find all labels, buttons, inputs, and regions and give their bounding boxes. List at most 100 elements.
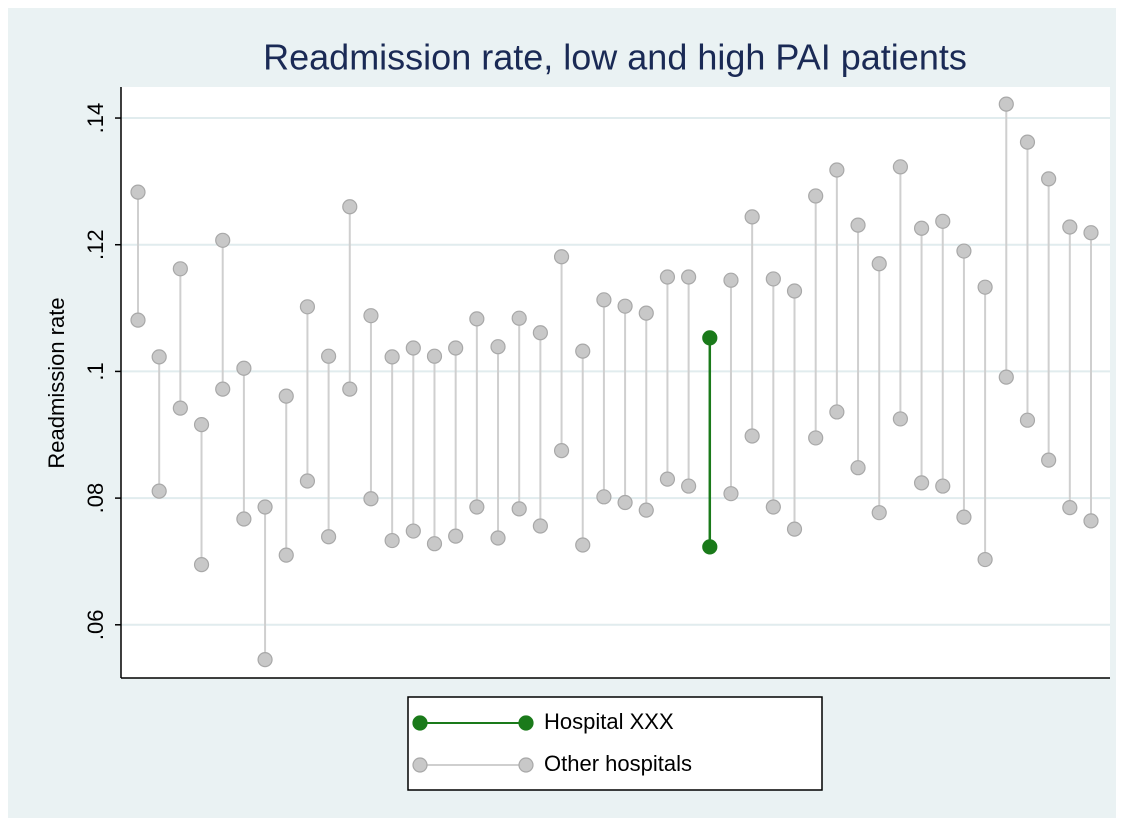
high-point	[278, 388, 294, 404]
chart-title: Readmission rate, low and high PAI patie…	[263, 37, 967, 78]
low-point	[405, 523, 421, 539]
y-axis-label: Readmission rate	[44, 297, 69, 468]
low-point	[469, 499, 485, 515]
low-point	[321, 529, 337, 545]
low-point	[998, 369, 1014, 385]
high-point	[892, 159, 909, 175]
high-point	[871, 256, 887, 272]
low-point	[384, 532, 400, 549]
high-point	[575, 343, 591, 359]
high-point	[363, 308, 379, 324]
high-point	[193, 417, 210, 433]
high-point	[638, 305, 654, 321]
low-point	[299, 473, 316, 489]
low-point	[617, 494, 633, 511]
high-point	[977, 279, 993, 295]
high-point	[1041, 171, 1057, 187]
y-tick-label: .12	[83, 229, 108, 260]
low-point	[553, 442, 570, 459]
high-point	[151, 349, 167, 365]
low-point	[892, 411, 909, 427]
high-point	[532, 325, 548, 341]
low-point	[681, 478, 697, 494]
high-point	[299, 299, 316, 315]
low-point	[172, 400, 188, 416]
low-point	[193, 557, 210, 573]
low-point	[659, 471, 676, 487]
low-point	[935, 478, 951, 494]
low-point	[596, 489, 612, 505]
high-point	[342, 199, 358, 215]
low-point	[257, 652, 273, 668]
high-point	[130, 184, 146, 200]
low-point	[744, 428, 760, 444]
high-point	[384, 349, 400, 365]
high-point	[659, 269, 676, 285]
y-tick-label: .14	[83, 103, 108, 134]
low-point	[723, 486, 739, 502]
high-point	[172, 261, 188, 277]
low-point	[278, 547, 294, 563]
legend-marker	[412, 757, 428, 773]
low-point	[511, 501, 527, 517]
high-point	[469, 311, 485, 327]
low-point	[426, 536, 443, 552]
high-point	[490, 339, 506, 355]
high-point	[596, 292, 612, 308]
low-point	[490, 530, 506, 546]
plot-area	[121, 87, 1110, 678]
high-point	[321, 348, 337, 364]
low-point	[1041, 452, 1057, 468]
low-point	[151, 483, 167, 499]
low-point	[130, 312, 146, 328]
low-point	[913, 475, 930, 491]
low-point	[702, 539, 718, 555]
high-point	[1019, 134, 1036, 150]
low-point	[363, 491, 379, 507]
low-point	[871, 505, 887, 521]
y-tick-label: .08	[83, 483, 108, 514]
legend-label: Other hospitals	[544, 751, 692, 776]
low-point	[956, 509, 972, 525]
high-point	[723, 272, 739, 288]
high-point	[617, 298, 633, 314]
low-point	[850, 460, 866, 476]
high-point	[448, 340, 464, 356]
high-point	[511, 310, 527, 326]
low-point	[808, 430, 824, 446]
high-point	[236, 360, 252, 376]
legend	[407, 696, 823, 791]
legend-marker	[518, 715, 534, 731]
high-point	[215, 232, 231, 248]
low-point	[765, 499, 781, 515]
low-point	[786, 521, 803, 537]
low-point	[532, 518, 548, 534]
high-point	[808, 188, 824, 204]
low-point	[638, 502, 654, 518]
low-point	[236, 511, 252, 527]
legend-label: Hospital XXX	[544, 709, 674, 734]
legend-marker	[518, 757, 534, 773]
high-point	[998, 96, 1014, 112]
y-tick-label: .1	[83, 362, 108, 380]
high-point	[1062, 219, 1078, 235]
high-point	[850, 217, 866, 233]
high-point	[913, 220, 930, 236]
high-point	[829, 162, 845, 178]
low-point	[977, 551, 993, 568]
low-point	[1019, 412, 1036, 428]
high-point	[765, 271, 781, 287]
high-point	[257, 499, 273, 515]
high-point	[744, 209, 760, 225]
y-tick-label: .06	[83, 609, 108, 640]
high-point	[553, 249, 570, 265]
low-point	[342, 381, 358, 397]
low-point	[215, 381, 231, 397]
high-point	[405, 340, 421, 356]
low-point	[1083, 513, 1099, 529]
legend-marker	[412, 715, 428, 731]
high-point	[786, 283, 803, 299]
high-point	[702, 330, 718, 346]
high-point	[935, 213, 951, 229]
